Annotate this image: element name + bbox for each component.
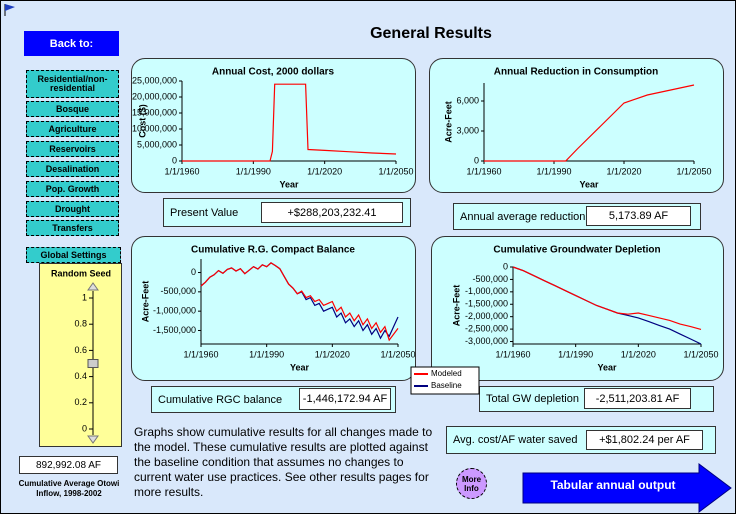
chart-panel	[131, 236, 416, 381]
result-value: 5,173.89 AF	[586, 206, 691, 226]
result-label: Present Value	[170, 206, 239, 219]
result-label: Cumulative RGC balance	[158, 393, 283, 406]
more-info-button[interactable]: More Info	[456, 468, 487, 499]
nav-button[interactable]: Pop. Growth	[26, 181, 119, 197]
flag-icon	[4, 4, 15, 16]
page-title: General Results	[370, 25, 492, 42]
result-label: Total GW depletion	[486, 393, 579, 405]
inflow-value: 892,992.08 AF	[19, 456, 118, 474]
nav-button[interactable]: Transfers	[26, 220, 119, 236]
nav-button[interactable]: Residential/non-residential	[26, 70, 119, 98]
chart-panel	[429, 58, 724, 193]
legend-label: Baseline	[431, 381, 462, 390]
description: Graphs show cumulative results for all c…	[134, 425, 433, 499]
nav-button[interactable]: Agriculture	[26, 121, 119, 137]
result-value: +$288,203,232.41	[261, 202, 403, 223]
nav-button[interactable]: Bosque	[26, 101, 119, 117]
nav-button[interactable]: Desalination	[26, 161, 119, 177]
result-value: -1,446,172.94 AF	[299, 388, 391, 410]
tabular-arrow[interactable]	[521, 463, 733, 513]
result-value: -2,511,203.81 AF	[584, 388, 691, 409]
inflow-label: Cumulative Average Otowi Inflow, 1998-20…	[18, 479, 120, 498]
nav-button[interactable]: Reservoirs	[26, 141, 119, 157]
nav-button[interactable]: Drought	[26, 201, 119, 217]
chart-panel	[431, 236, 724, 381]
tabular-label[interactable]: Tabular annual output	[550, 478, 676, 492]
result-value: +$1,802.24 per AF	[586, 430, 703, 450]
back-button[interactable]: Back to:	[24, 31, 119, 56]
result-label: Avg. cost/AF water saved	[453, 434, 578, 446]
slider-panel	[39, 263, 122, 447]
chart-panel	[131, 58, 416, 193]
global-settings-button[interactable]: Global Settings	[26, 247, 121, 263]
result-label: Annual average reduction	[460, 210, 586, 223]
